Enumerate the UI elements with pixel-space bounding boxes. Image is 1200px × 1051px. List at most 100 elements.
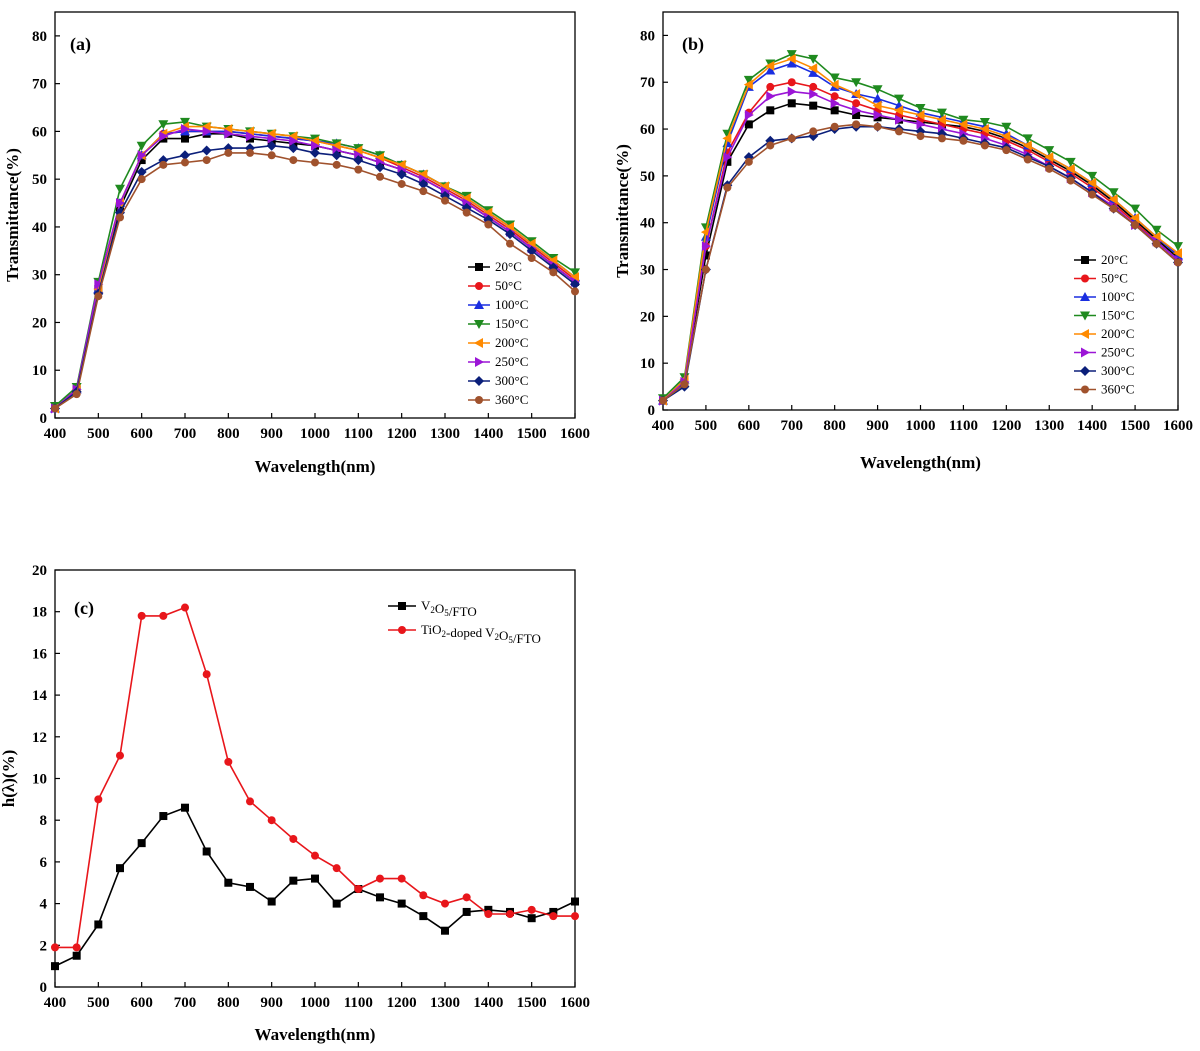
data-point [181,124,190,135]
panel-label: (a) [70,34,91,55]
data-point [744,157,753,166]
data-point [1087,171,1098,181]
legend-item: 50°C [468,278,522,293]
x-tick-label: 400 [44,995,67,1011]
data-point [765,65,776,75]
x-tick-label: 1600 [560,426,590,442]
data-point [701,251,710,260]
data-point [137,611,146,620]
x-tick-label: 1400 [473,426,503,442]
data-point [1130,204,1141,214]
legend-item: 150°C [1074,308,1134,323]
x-tick-label: 900 [260,426,283,442]
legend-marker [1081,274,1089,283]
data-point [1044,146,1055,156]
x-tick-label: 1400 [473,995,503,1011]
data-point [786,53,796,64]
data-point [723,152,733,163]
x-tick-label: 700 [174,426,197,442]
data-point [894,94,905,104]
x-tick-label: 400 [44,426,67,442]
data-point [1065,157,1076,167]
data-point [267,133,277,144]
data-point [743,79,753,90]
legend: 20°C 50°C 100°C 150°C 200°C 250°C 300°C 360°C [468,259,528,407]
y-tick-label: 0 [648,403,656,419]
data-point [915,110,925,121]
y-tick-label: 4 [40,897,48,913]
legend-item: 300°C [468,373,528,388]
data-point [224,128,234,139]
data-point [851,78,862,88]
data-point [158,120,169,130]
data-point [94,920,103,929]
data-point [1065,163,1075,174]
y-tick-label: 40 [32,220,47,236]
data-point [506,239,514,248]
data-point [958,119,968,130]
y-tick-label: 10 [640,356,655,372]
data-point [51,943,59,952]
data-point [441,196,449,205]
data-point [1087,177,1097,188]
legend-item: 360°C [1074,382,1134,397]
legend-item: 200°C [1074,326,1134,341]
series-tio2-doped-v2o5-fto [51,603,579,952]
data-point [311,851,319,860]
data-point [830,92,839,101]
data-point [181,803,189,812]
data-point [744,120,753,129]
x-tick-label: 500 [87,995,110,1011]
legend-marker [474,338,483,348]
data-point [1001,131,1011,142]
data-point [396,169,407,180]
data-point [396,159,406,170]
legend-marker [474,320,484,329]
data-point [376,172,384,181]
data-point [895,114,905,125]
legend-label: 20°C [1101,252,1128,267]
legend-label: 200°C [1101,326,1134,341]
data-point [159,131,169,142]
data-point [527,914,536,923]
legend-label: 150°C [495,316,528,331]
data-point [701,241,711,252]
data-point [549,907,558,916]
data-point [1088,190,1097,199]
data-point [936,108,947,118]
data-point [787,99,796,108]
data-point [786,58,797,68]
data-point [246,797,254,806]
legend-label: 50°C [495,278,522,293]
data-point [505,221,514,232]
y-tick-label: 20 [640,309,655,325]
x-tick-label: 500 [695,418,718,434]
data-point [549,268,558,277]
data-point [223,124,233,135]
legend-item: 250°C [468,354,528,369]
data-point [94,292,103,301]
data-point [1022,140,1032,151]
legend-label: 360°C [495,392,528,407]
data-point [979,118,990,128]
y-tick-label: 50 [32,172,47,188]
data-point [440,181,449,192]
data-point [441,899,449,908]
legend: V2O5/FTO TiO2-doped V2O5/FTO [388,598,541,646]
data-point [116,198,125,209]
x-tick-label: 500 [87,426,110,442]
y-tick-label: 50 [640,169,655,185]
data-point [766,82,775,91]
data-point [809,82,818,91]
data-point [310,147,320,158]
data-point [266,140,277,151]
legend-item: 20°C [1074,252,1128,267]
legend-label: V2O5/FTO [421,598,477,619]
data-point [852,105,862,116]
legend-label: 100°C [495,297,528,312]
y-tick-label: 10 [32,363,47,379]
data-point [159,160,168,169]
data-point [980,141,989,150]
data-point [397,179,406,188]
x-tick-label: 600 [738,418,761,434]
